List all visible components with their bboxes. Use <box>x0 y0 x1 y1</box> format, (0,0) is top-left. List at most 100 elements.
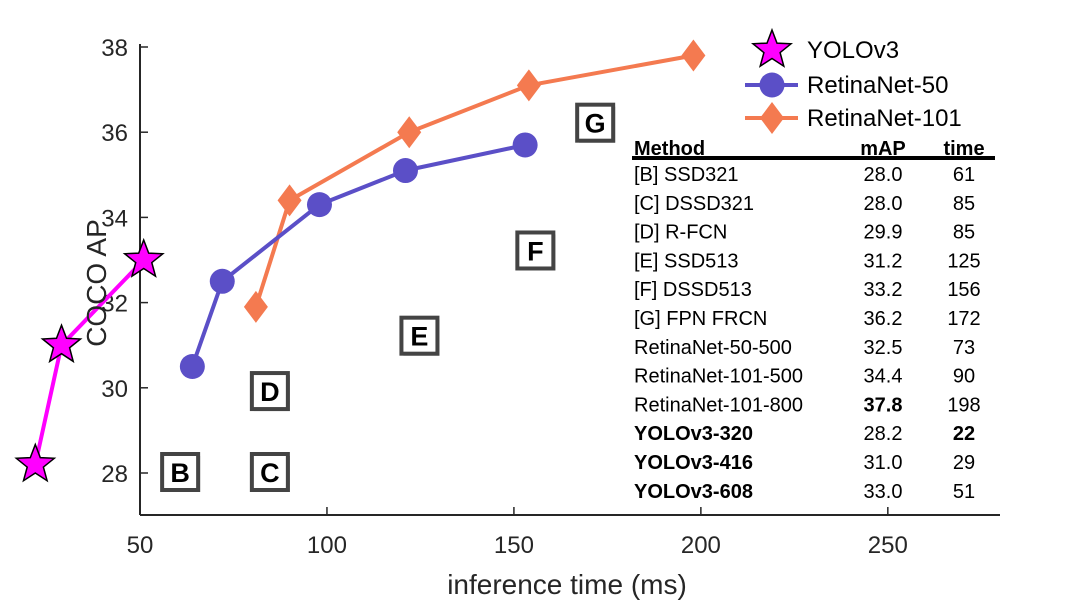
table-cell-map: 33.0 <box>864 481 903 503</box>
table-cell-time: 73 <box>953 337 975 359</box>
table-header-time: time <box>943 138 984 160</box>
table-cell-map: 28.0 <box>864 164 903 186</box>
table-cell-time: 172 <box>947 308 980 330</box>
legend-label: YOLOv3 <box>807 37 899 64</box>
y-tick-label: 38 <box>101 35 128 62</box>
table-cell-time: 29 <box>953 452 975 474</box>
y-tick-label: 30 <box>101 376 128 403</box>
y-tick-label: 34 <box>101 205 128 232</box>
legend-marker <box>759 72 785 98</box>
annotation-box <box>575 102 616 143</box>
legend-entry-yolov3: YOLOv3 <box>750 27 899 68</box>
data-point-retinanet-50 <box>392 158 418 184</box>
table-cell-map: 31.0 <box>864 452 903 474</box>
table-row: [D] R-FCN 29.9 85 <box>634 222 975 244</box>
table-cell-method: RetinaNet-50-500 <box>634 337 792 359</box>
data-point-retinanet-101 <box>243 290 268 323</box>
x-tick-label: 200 <box>681 532 721 559</box>
table-row: RetinaNet-101-500 34.4 90 <box>634 366 975 388</box>
table-cell-map: 28.2 <box>864 423 903 445</box>
table-cell-method: [C] DSSD321 <box>634 193 754 215</box>
table-cell-method: [D] R-FCN <box>634 222 727 244</box>
data-point-retinanet-50 <box>179 354 205 379</box>
table-cell-time: 22 <box>953 423 975 445</box>
table-cell-time: 198 <box>947 394 980 416</box>
legend-marker <box>750 27 794 68</box>
annotation-box <box>249 371 290 412</box>
data-point-retinanet-101 <box>681 39 706 72</box>
table-cell-method: YOLOv3-320 <box>634 423 753 445</box>
x-tick-label: 150 <box>494 532 534 559</box>
table-cell-method: RetinaNet-101-800 <box>634 394 803 416</box>
annotation-box <box>515 230 556 271</box>
x-tick-label: 50 <box>127 532 154 559</box>
annotation-box <box>399 315 440 356</box>
annotation-f: F <box>515 230 556 271</box>
annotation-e: E <box>399 315 440 356</box>
table-cell-map: 37.8 <box>864 394 903 416</box>
data-point-retinanet-101 <box>277 184 302 217</box>
table-cell-map: 28.0 <box>864 193 903 215</box>
legend-label: RetinaNet-101 <box>807 105 962 132</box>
axes: 28 30 32 34 36 38 50 100 150 200 250 <box>101 35 1000 559</box>
annotation-letter: C <box>260 458 280 488</box>
legend: YOLOv3 RetinaNet-50 RetinaNet-101 <box>745 27 962 134</box>
results-table: Method mAP time [B] SSD321 28.0 61 [C] DSSD321… <box>632 138 995 503</box>
annotation-letter: G <box>585 109 606 139</box>
table-cell-time: 51 <box>953 481 975 503</box>
y-tick-label: 36 <box>101 120 128 147</box>
table-row: [G] FPN FRCN 36.2 172 <box>634 308 981 330</box>
data-point-retinanet-101 <box>516 69 541 102</box>
table-row: [F] DSSD513 33.2 156 <box>634 279 981 301</box>
series-yolov3 <box>14 237 165 483</box>
annotation-boxes: B C D E F G <box>160 102 616 492</box>
y-axis-title: COCO AP <box>81 219 112 347</box>
table-cell-time: 156 <box>947 279 980 301</box>
data-point-retinanet-50 <box>306 192 332 218</box>
table-cell-time: 125 <box>947 250 980 272</box>
series-retinanet-50 <box>179 132 538 379</box>
annotation-letter: F <box>527 236 544 266</box>
table-cell-map: 32.5 <box>864 337 903 359</box>
annotation-letter: B <box>170 458 190 488</box>
data-point-retinanet-101 <box>397 116 422 149</box>
table-row: [B] SSD321 28.0 61 <box>634 164 975 186</box>
legend-marker <box>760 102 784 134</box>
annotation-letter: D <box>260 377 280 407</box>
table-header-method: Method <box>634 138 705 160</box>
x-tick-label: 250 <box>868 532 908 559</box>
table-row: YOLOv3-320 28.2 22 <box>634 423 975 445</box>
annotation-letter: E <box>410 322 428 352</box>
table-cell-map: 29.9 <box>864 222 903 244</box>
table-cell-map: 33.2 <box>864 279 903 301</box>
table-row: [C] DSSD321 28.0 85 <box>634 193 975 215</box>
legend-label: RetinaNet-50 <box>807 72 948 99</box>
legend-entry-retinanet-50: RetinaNet-50 <box>745 72 948 99</box>
table-cell-map: 34.4 <box>864 366 903 388</box>
x-tick-label: 100 <box>307 532 347 559</box>
table-cell-method: RetinaNet-101-500 <box>634 366 803 388</box>
table-cell-method: YOLOv3-608 <box>634 481 753 503</box>
table-cell-time: 61 <box>953 164 975 186</box>
annotation-d: D <box>249 371 290 412</box>
table-row: YOLOv3-608 33.0 51 <box>634 481 975 503</box>
x-axis-title: inference time (ms) <box>447 569 687 600</box>
table-cell-method: [E] SSD513 <box>634 250 739 272</box>
annotation-box <box>249 452 290 492</box>
table-cell-method: [G] FPN FRCN <box>634 308 767 330</box>
table-cell-map: 31.2 <box>864 250 903 272</box>
series-line-retinanet-101 <box>253 53 694 308</box>
y-tick-label: 28 <box>101 461 128 488</box>
series-layer <box>14 39 706 483</box>
table-cell-method: [F] DSSD513 <box>634 279 752 301</box>
series-line-retinanet-50 <box>190 143 526 368</box>
data-point-retinanet-50 <box>512 132 538 158</box>
table-row: [E] SSD513 31.2 125 <box>634 250 981 272</box>
table-row: RetinaNet-101-800 37.8 198 <box>634 394 981 416</box>
table-row: RetinaNet-50-500 32.5 73 <box>634 337 975 359</box>
data-point-yolov3 <box>122 237 165 278</box>
table-cell-time: 85 <box>953 222 975 244</box>
annotation-c: C <box>249 452 290 492</box>
y-tick-label: 32 <box>101 291 128 318</box>
